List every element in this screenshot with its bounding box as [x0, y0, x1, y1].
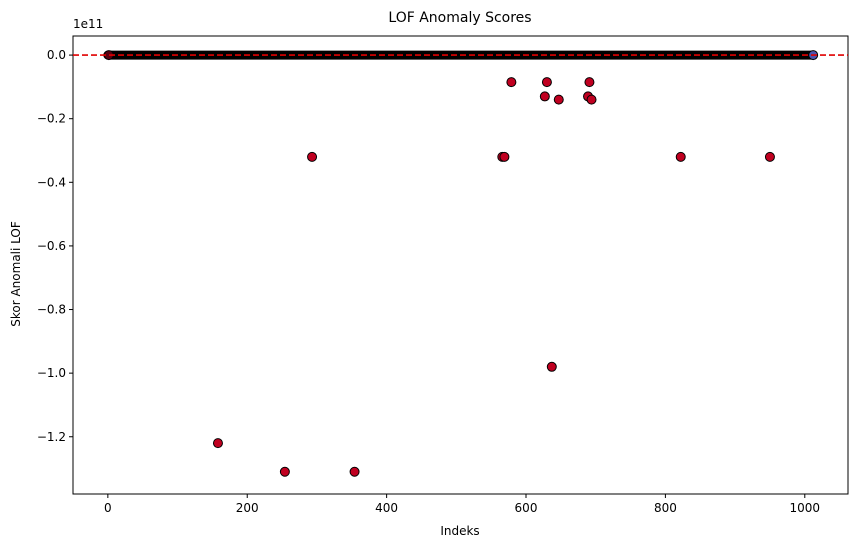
- anomaly-point: [541, 77, 552, 88]
- y-tick-label: −0.4: [37, 175, 66, 189]
- x-axis-label: Indeks: [440, 524, 479, 538]
- anomaly-point: [586, 94, 597, 105]
- y-tick-label: −0.8: [37, 303, 66, 317]
- x-tick-label: 800: [654, 501, 677, 515]
- anomaly-point: [307, 151, 318, 162]
- anomaly-point: [212, 438, 223, 449]
- chart-title: LOF Anomaly Scores: [388, 10, 531, 26]
- anomaly-point: [499, 151, 510, 162]
- y-tick-label: −0.6: [37, 239, 66, 253]
- anomaly-point: [764, 151, 775, 162]
- y-axis-label: Skor Anomali LOF: [9, 221, 23, 327]
- x-tick-label: 1000: [790, 501, 821, 515]
- y-tick-label: −0.2: [37, 112, 66, 126]
- anomaly-point: [675, 151, 686, 162]
- y-tick-label: 0.0: [47, 48, 66, 62]
- x-tick-label: 600: [515, 501, 538, 515]
- anomaly-point: [539, 91, 550, 102]
- anomaly-point: [349, 466, 360, 477]
- y-tick-label: −1.2: [37, 430, 66, 444]
- x-tick-label: 0: [104, 501, 112, 515]
- anomaly-point: [553, 94, 564, 105]
- plot-area: 0 200 400 600 800 1000 0.0 −0.2 −0.4 −0.6 −0.8 −1.0…: [37, 35, 849, 515]
- anomaly-point: [546, 361, 557, 372]
- x-tick-label: 400: [375, 501, 398, 515]
- plot-frame: [72, 35, 849, 495]
- x-tick-label: 200: [236, 501, 259, 515]
- y-tick-label: −1.0: [37, 366, 66, 380]
- anomaly-point: [279, 466, 290, 477]
- anomaly-point: [506, 77, 517, 88]
- anomaly-point: [584, 77, 595, 88]
- y-offset-label: 1e11: [73, 17, 103, 31]
